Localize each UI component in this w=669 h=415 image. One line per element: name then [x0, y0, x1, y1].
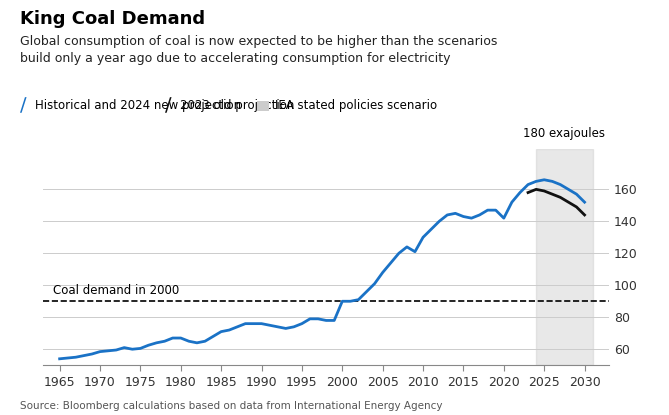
Text: ∕: ∕	[165, 96, 172, 115]
Text: ∕: ∕	[20, 96, 27, 115]
Text: Source: Bloomberg calculations based on data from International Energy Agency: Source: Bloomberg calculations based on …	[20, 401, 443, 411]
Bar	[536, 149, 593, 365]
Text: King Coal Demand: King Coal Demand	[20, 10, 205, 28]
Text: Coal demand in 2000: Coal demand in 2000	[53, 284, 179, 297]
Text: Historical and 2024 new projection: Historical and 2024 new projection	[35, 99, 241, 112]
Text: Global consumption of coal is now expected to be higher than the scenarios
build: Global consumption of coal is now expect…	[20, 35, 498, 65]
Text: 2023 old projection: 2023 old projection	[180, 99, 294, 112]
Text: IEA stated policies scenario: IEA stated policies scenario	[275, 99, 437, 112]
Text: 180 exajoules: 180 exajoules	[523, 127, 605, 139]
